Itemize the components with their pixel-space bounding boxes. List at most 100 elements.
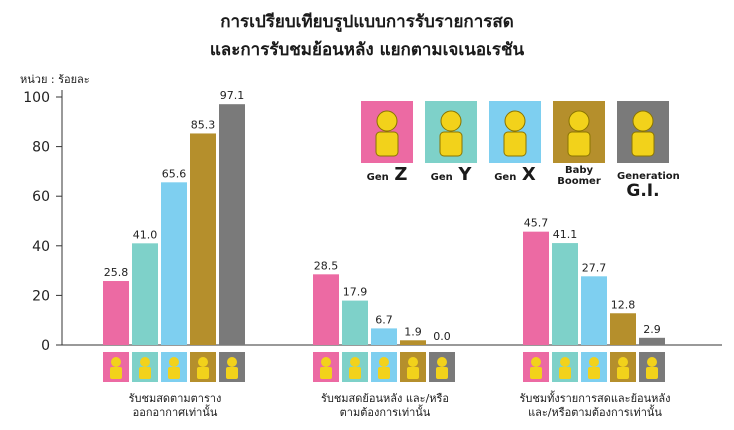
figure-body-icon — [168, 367, 180, 379]
figure-body-icon — [567, 131, 591, 157]
bar-value-label: 25.8 — [104, 266, 129, 279]
legend-label: Gen X — [494, 164, 536, 185]
bar — [581, 276, 607, 345]
figure-body-icon — [646, 367, 658, 379]
figure-body-icon — [588, 367, 600, 379]
figure-body-icon — [349, 367, 361, 379]
figure-body-icon — [617, 367, 629, 379]
bar — [161, 182, 187, 345]
figure-head-icon — [376, 110, 398, 132]
bar-value-label: 41.0 — [133, 228, 158, 241]
figure-body-icon — [139, 367, 151, 379]
legend-item-gen-y: Gen Y — [425, 101, 477, 185]
legend-label: Baby Boomer — [557, 165, 601, 187]
bar — [552, 243, 578, 345]
bar-value-label: 27.7 — [582, 261, 607, 274]
bar — [219, 104, 245, 345]
y-tick-label: 0 — [41, 338, 50, 354]
bar-value-label: 6.7 — [375, 313, 393, 326]
bar — [103, 281, 129, 345]
figure-icon — [567, 110, 591, 157]
figure-body-icon — [110, 367, 122, 379]
gen-z-figure-icon — [361, 101, 413, 163]
y-tick-label: 20 — [32, 288, 50, 304]
figure-head-icon — [589, 357, 599, 367]
figure-body-icon — [436, 367, 448, 379]
figure-head-icon — [440, 110, 462, 132]
figure-head-icon — [227, 357, 237, 367]
figure-head-icon — [560, 357, 570, 367]
figure-head-icon — [504, 110, 526, 132]
figure-head-icon — [568, 110, 590, 132]
bar — [610, 313, 636, 345]
figure-body-icon — [503, 131, 527, 157]
title-line-2: และการรับชมย้อนหลัง แยกตามเจเนอเรชัน — [209, 40, 525, 60]
baby-boomer-figure-icon — [553, 101, 605, 163]
figure-head-icon — [531, 357, 541, 367]
bar-value-label: 12.8 — [611, 298, 636, 311]
bar-value-label: 41.1 — [553, 228, 578, 241]
legend-item-gen-z: Gen Z — [361, 101, 413, 185]
figure-icon — [375, 110, 399, 157]
legend-label: Gen Y — [430, 164, 472, 185]
figure-body-icon — [631, 131, 655, 157]
bar — [371, 328, 397, 345]
figure-head-icon — [632, 110, 654, 132]
figure-head-icon — [647, 357, 657, 367]
category-label-3: รับชมทั้งรายการสดและย้อนหลัง และ/หรือตาม… — [519, 392, 671, 419]
bar — [400, 340, 426, 345]
generation-gi-figure-icon — [617, 101, 669, 163]
gen-x-figure-icon — [489, 101, 541, 163]
bar-value-label: 45.7 — [524, 217, 549, 230]
legend-item-gen-x: Gen X — [489, 101, 541, 185]
unit-label: หน่วย : ร้อยละ — [20, 73, 90, 86]
bar-value-label: 28.5 — [314, 259, 339, 272]
y-tick-label: 40 — [32, 239, 50, 255]
legend-item-generation-gi: Generation G.I. — [617, 101, 680, 201]
figure-head-icon — [198, 357, 208, 367]
y-tick-label: 80 — [32, 140, 50, 156]
figure-head-icon — [350, 357, 360, 367]
figure-body-icon — [559, 367, 571, 379]
figure-head-icon — [140, 357, 150, 367]
bar-value-label: 17.9 — [343, 286, 368, 299]
bar-value-label: 97.1 — [220, 89, 245, 102]
legend-label: Generation G.I. — [617, 171, 680, 201]
legend-label: Gen Z — [366, 164, 408, 185]
bar-value-label: 0.0 — [433, 330, 451, 343]
figure-body-icon — [375, 131, 399, 157]
gen-y-figure-icon — [425, 101, 477, 163]
chart-title: การเปรียบเทียบรูปแบบการรับรายการสด และกา… — [0, 8, 734, 64]
bar — [190, 133, 216, 345]
bar-value-label: 65.6 — [162, 167, 187, 180]
bar — [313, 274, 339, 345]
figure-body-icon — [197, 367, 209, 379]
figure-head-icon — [111, 357, 121, 367]
figure-body-icon — [439, 131, 463, 157]
figure-head-icon — [437, 357, 447, 367]
bar — [342, 300, 368, 345]
title-line-1: การเปรียบเทียบรูปแบบการรับรายการสด — [220, 12, 514, 32]
figure-head-icon — [379, 357, 389, 367]
bar — [639, 337, 665, 345]
bar-value-label: 1.9 — [404, 325, 422, 338]
y-tick-label: 100 — [23, 90, 50, 106]
figure-head-icon — [618, 357, 628, 367]
figure-body-icon — [226, 367, 238, 379]
bar — [132, 243, 158, 345]
figure-body-icon — [320, 367, 332, 379]
category-label-1: รับชมสดตามตาราง ออกอากาศเท่านั้น — [128, 392, 222, 419]
bar-value-label: 2.9 — [643, 323, 661, 336]
legend: Gen Z Gen Y Gen X Baby Boomer Generation G… — [361, 101, 721, 201]
figure-head-icon — [169, 357, 179, 367]
figure-body-icon — [530, 367, 542, 379]
bar-value-label: 85.3 — [191, 118, 216, 131]
bar — [523, 231, 549, 345]
figure-icon — [631, 110, 655, 157]
figure-head-icon — [408, 357, 418, 367]
y-tick-label: 60 — [32, 189, 50, 205]
figure-body-icon — [378, 367, 390, 379]
figure-icon — [503, 110, 527, 157]
figure-icon — [439, 110, 463, 157]
